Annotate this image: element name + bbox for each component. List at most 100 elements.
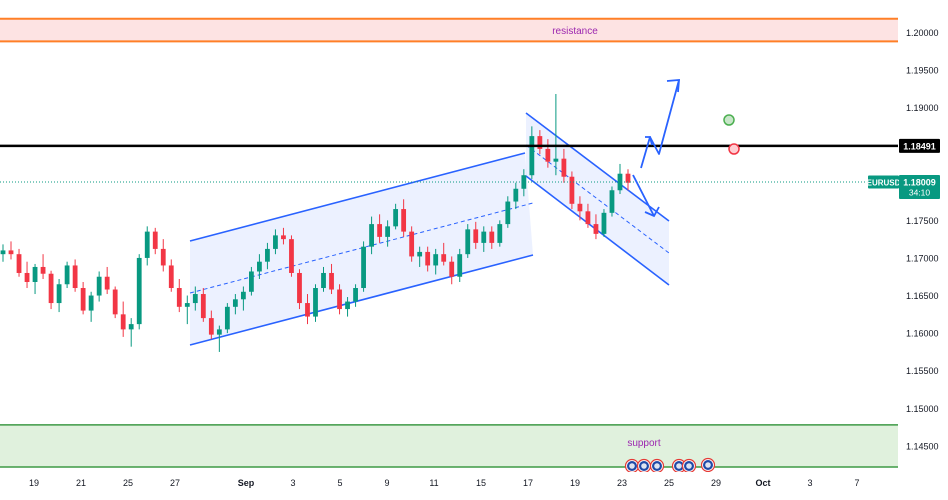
- candle-body: [577, 203, 583, 212]
- y-tick-label: 1.16000: [906, 329, 939, 339]
- candle-body: [265, 248, 270, 262]
- overlays-layer: [0, 79, 898, 474]
- candle: [625, 169, 631, 191]
- falling-channel-fill: [526, 113, 669, 285]
- candle: [192, 286, 198, 311]
- candle: [64, 261, 70, 289]
- candle-body: [417, 251, 423, 257]
- event-flag-icon: [636, 458, 652, 474]
- candle: [545, 139, 551, 168]
- candle-body: [345, 301, 350, 310]
- candle-body: [497, 224, 503, 243]
- candle-body: [24, 272, 30, 282]
- x-tick-label: 7: [854, 478, 859, 488]
- candle-body: [601, 212, 607, 234]
- event-flag-icon: [681, 458, 697, 474]
- candle: [569, 171, 575, 210]
- candle-body: [457, 254, 463, 277]
- candle-body: [192, 294, 198, 304]
- candle-body: [521, 175, 527, 189]
- candle: [321, 266, 326, 292]
- candle-body: [48, 273, 54, 304]
- candle: [401, 199, 407, 237]
- candle-body: [393, 209, 399, 227]
- rising-channel-lower-line: [189, 254, 534, 346]
- candle-body: [72, 265, 78, 289]
- candle-body: [16, 254, 22, 273]
- candle: [593, 214, 599, 240]
- x-tick-label: 15: [476, 478, 486, 488]
- candle-body: [281, 235, 286, 240]
- candle: [481, 226, 487, 252]
- candle: [345, 297, 350, 317]
- candle-body: [449, 261, 455, 277]
- x-tick-label: Sep: [238, 478, 255, 488]
- candle-body: [505, 201, 511, 225]
- candle: [537, 130, 543, 155]
- candle: [136, 254, 142, 330]
- candle: [361, 241, 366, 292]
- candle-body: [625, 173, 631, 183]
- y-tick-label: 1.20000: [906, 28, 939, 38]
- candle-body: [112, 289, 118, 315]
- candle: [216, 325, 222, 352]
- candle: [160, 239, 166, 272]
- candle-body: [377, 224, 383, 237]
- candle: [329, 263, 334, 295]
- candle: [112, 286, 118, 319]
- candle: [168, 259, 174, 292]
- rising-channel-upper-line: [189, 152, 526, 242]
- candle-body: [353, 288, 358, 302]
- x-tick-label: 3: [807, 478, 812, 488]
- candle: [441, 242, 447, 266]
- candle: [385, 220, 391, 247]
- candle-body: [184, 303, 190, 307]
- candle-body: [257, 261, 262, 272]
- candle: [553, 94, 559, 176]
- candle: [337, 284, 342, 315]
- current-price-tag: [899, 175, 940, 200]
- bullish-arrow-head: [666, 79, 680, 93]
- candle: [248, 266, 254, 296]
- candle: [617, 163, 623, 195]
- support-zone: [0, 424, 898, 467]
- candle: [232, 294, 238, 315]
- candle: [585, 203, 591, 228]
- zones-layer: resistance support: [0, 17, 898, 468]
- candle: [8, 241, 14, 260]
- bullish-marker: [723, 114, 735, 126]
- x-tick-label: 19: [570, 478, 580, 488]
- candle-body: [136, 257, 142, 325]
- symbol-tag: [868, 175, 899, 189]
- candle-body: [609, 190, 615, 213]
- y-tick-label: 1.14500: [906, 441, 939, 451]
- candle: [56, 278, 62, 313]
- candle-body: [240, 291, 246, 300]
- candle-body: [208, 318, 214, 335]
- x-tick-label: 29: [711, 478, 721, 488]
- event-flag-icon-center: [686, 463, 692, 469]
- candle: [208, 310, 214, 340]
- candle: [417, 246, 423, 267]
- candle-body: [305, 303, 310, 317]
- y-tick-label: 1.16500: [906, 291, 939, 301]
- candle-body: [80, 288, 86, 311]
- key-level-tag-label: 1.18491: [903, 141, 936, 151]
- candle: [313, 284, 318, 322]
- candle-body: [545, 148, 551, 162]
- candle-body: [313, 288, 318, 317]
- candle-body: [569, 176, 575, 204]
- x-tick-label: 25: [664, 478, 674, 488]
- candle: [377, 214, 383, 243]
- candle-body: [433, 254, 439, 266]
- candle: [425, 246, 431, 272]
- candle: [80, 282, 86, 315]
- candle: [0, 244, 6, 262]
- candle: [273, 229, 278, 255]
- bearish-arrow-head: [644, 206, 660, 218]
- candle-body: [216, 329, 222, 335]
- candle-body: [176, 288, 182, 307]
